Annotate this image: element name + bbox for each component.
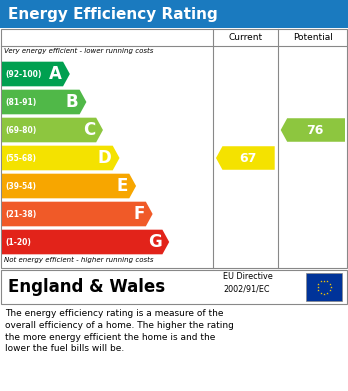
Polygon shape — [2, 62, 70, 86]
Text: (92-100): (92-100) — [5, 70, 41, 79]
Polygon shape — [2, 118, 103, 142]
Polygon shape — [2, 174, 136, 198]
Text: The energy efficiency rating is a measure of the
overall efficiency of a home. T: The energy efficiency rating is a measur… — [5, 309, 234, 353]
Bar — [306, 273, 342, 301]
Polygon shape — [2, 230, 169, 254]
Text: Energy Efficiency Rating: Energy Efficiency Rating — [8, 7, 218, 22]
Text: EU Directive
2002/91/EC: EU Directive 2002/91/EC — [223, 272, 273, 293]
Text: F: F — [134, 205, 145, 223]
Text: (81-91): (81-91) — [5, 97, 36, 106]
Bar — [1, 29, 347, 268]
Text: (55-68): (55-68) — [5, 154, 36, 163]
Text: 67: 67 — [239, 151, 256, 165]
Text: Potential: Potential — [293, 32, 333, 41]
Bar — [0, 0, 348, 28]
Text: (39-54): (39-54) — [5, 181, 36, 190]
Polygon shape — [2, 90, 86, 114]
Text: A: A — [49, 65, 62, 83]
Text: G: G — [148, 233, 161, 251]
Bar — [1, 270, 347, 304]
Text: C: C — [83, 121, 95, 139]
Text: D: D — [98, 149, 112, 167]
Polygon shape — [2, 146, 119, 170]
Text: B: B — [66, 93, 79, 111]
Text: (69-80): (69-80) — [5, 126, 36, 135]
Polygon shape — [281, 118, 345, 142]
Text: (1-20): (1-20) — [5, 237, 31, 246]
Text: 76: 76 — [306, 124, 324, 136]
Text: E: E — [117, 177, 128, 195]
Polygon shape — [216, 146, 275, 170]
Text: Current: Current — [228, 32, 262, 41]
Text: (21-38): (21-38) — [5, 210, 36, 219]
Polygon shape — [2, 202, 153, 226]
Text: Very energy efficient - lower running costs: Very energy efficient - lower running co… — [4, 48, 153, 54]
Text: England & Wales: England & Wales — [8, 278, 165, 296]
Text: Not energy efficient - higher running costs: Not energy efficient - higher running co… — [4, 257, 153, 263]
